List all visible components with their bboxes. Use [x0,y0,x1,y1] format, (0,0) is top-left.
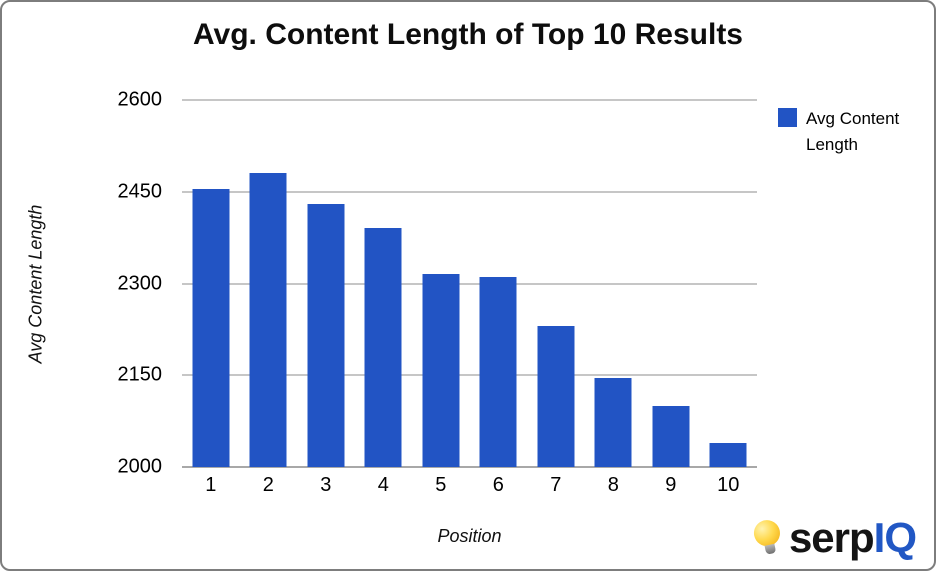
y-tick-label: 2150 [117,363,163,386]
bar-position-1 [192,188,230,467]
x-tick-label: 9 [665,474,677,496]
bar-position-5 [422,274,460,467]
bar-position-10 [709,442,747,467]
x-tick-label: 1 [205,474,217,496]
bar-position-3 [307,203,345,467]
gridline [182,374,757,377]
chart-title: Avg. Content Length of Top 10 Results [193,18,743,51]
x-axis-labels: 1 2 3 4 5 6 7 8 9 10 [182,474,757,502]
lightbulb-glass [751,517,783,549]
y-axis-title: Avg Content Length [16,100,56,467]
legend-swatch [778,108,797,127]
y-axis-title-text: Avg Content Length [25,204,46,363]
legend-label: Avg Content Length [806,109,900,154]
y-axis-labels: 2000 2150 2300 2450 2600 [98,89,172,478]
gridline [182,466,757,468]
logo-text: serpIQ [788,514,917,561]
y-tick-label: 2600 [117,88,163,111]
y-tick-label: 2000 [117,455,163,478]
bar-position-4 [364,228,402,467]
x-axis-title: Position [437,526,502,546]
serpiq-logo: serpIQ [751,514,917,561]
gridline [182,282,757,285]
x-tick-label: 5 [435,474,447,496]
x-tick-label: 3 [320,474,332,496]
bar-position-2 [249,173,287,467]
x-tick-label: 7 [550,474,562,496]
bar-position-6 [479,277,517,467]
y-tick-label: 2300 [117,272,163,294]
y-tick-label: 2450 [117,180,163,203]
legend: Avg Content Length [778,106,910,157]
gridline [182,99,757,101]
x-tick-label: 6 [492,474,504,496]
x-tick-label: 4 [377,474,389,496]
gridline [182,190,757,193]
x-tick-label: 10 [717,474,740,496]
lightbulb-base [764,543,777,555]
logo-text-iq: IQ [873,514,917,561]
logo-text-serp: serp [788,514,875,561]
plot-area [182,99,757,468]
bar-position-7 [537,326,575,467]
bar-position-9 [652,405,690,467]
x-tick-label: 8 [607,474,619,496]
bar-position-8 [594,378,632,467]
lightbulb-icon [749,515,787,560]
x-tick-label: 2 [262,474,274,496]
